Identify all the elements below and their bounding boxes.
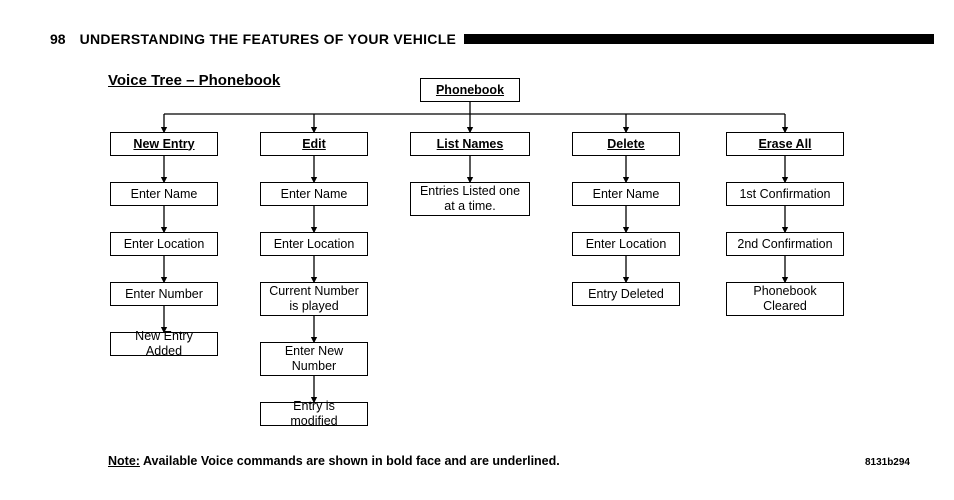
node-delete: Delete	[572, 132, 680, 156]
node-new_entry-step-3: New Entry Added	[110, 332, 218, 356]
node-new_entry-step-1: Enter Location	[110, 232, 218, 256]
node-delete-step-0: Enter Name	[572, 182, 680, 206]
node-erase_all-step-2: Phonebook Cleared	[726, 282, 844, 316]
note: Note: Available Voice commands are shown…	[108, 454, 560, 468]
figure-code: 8131b294	[865, 457, 910, 468]
node-erase_all-step-0: 1st Confirmation	[726, 182, 844, 206]
node-edit-step-4: Entry is modified	[260, 402, 368, 426]
header-title: UNDERSTANDING THE FEATURES OF YOUR VEHIC…	[80, 31, 457, 47]
node-list_names-step-0: Entries Listed one at a time.	[410, 182, 530, 216]
node-edit-step-1: Enter Location	[260, 232, 368, 256]
node-list_names: List Names	[410, 132, 530, 156]
node-erase_all-step-1: 2nd Confirmation	[726, 232, 844, 256]
node-edit-step-2: Current Number is played	[260, 282, 368, 316]
page-header: 98 UNDERSTANDING THE FEATURES OF YOUR VE…	[50, 30, 934, 48]
node-edit-step-0: Enter Name	[260, 182, 368, 206]
node-erase_all: Erase All	[726, 132, 844, 156]
header-rule	[464, 34, 934, 44]
node-edit: Edit	[260, 132, 368, 156]
node-new_entry-step-2: Enter Number	[110, 282, 218, 306]
node-delete-step-1: Enter Location	[572, 232, 680, 256]
voice-tree-diagram: Phonebook New Entry Enter Name Enter Locati…	[0, 78, 954, 438]
node-edit-step-3: Enter New Number	[260, 342, 368, 376]
node-new_entry-step-0: Enter Name	[110, 182, 218, 206]
page-number: 98	[50, 31, 66, 47]
note-text: Available Voice commands are shown in bo…	[140, 454, 560, 468]
note-label: Note:	[108, 454, 140, 468]
node-delete-step-2: Entry Deleted	[572, 282, 680, 306]
node-phonebook: Phonebook	[420, 78, 520, 102]
node-new_entry: New Entry	[110, 132, 218, 156]
